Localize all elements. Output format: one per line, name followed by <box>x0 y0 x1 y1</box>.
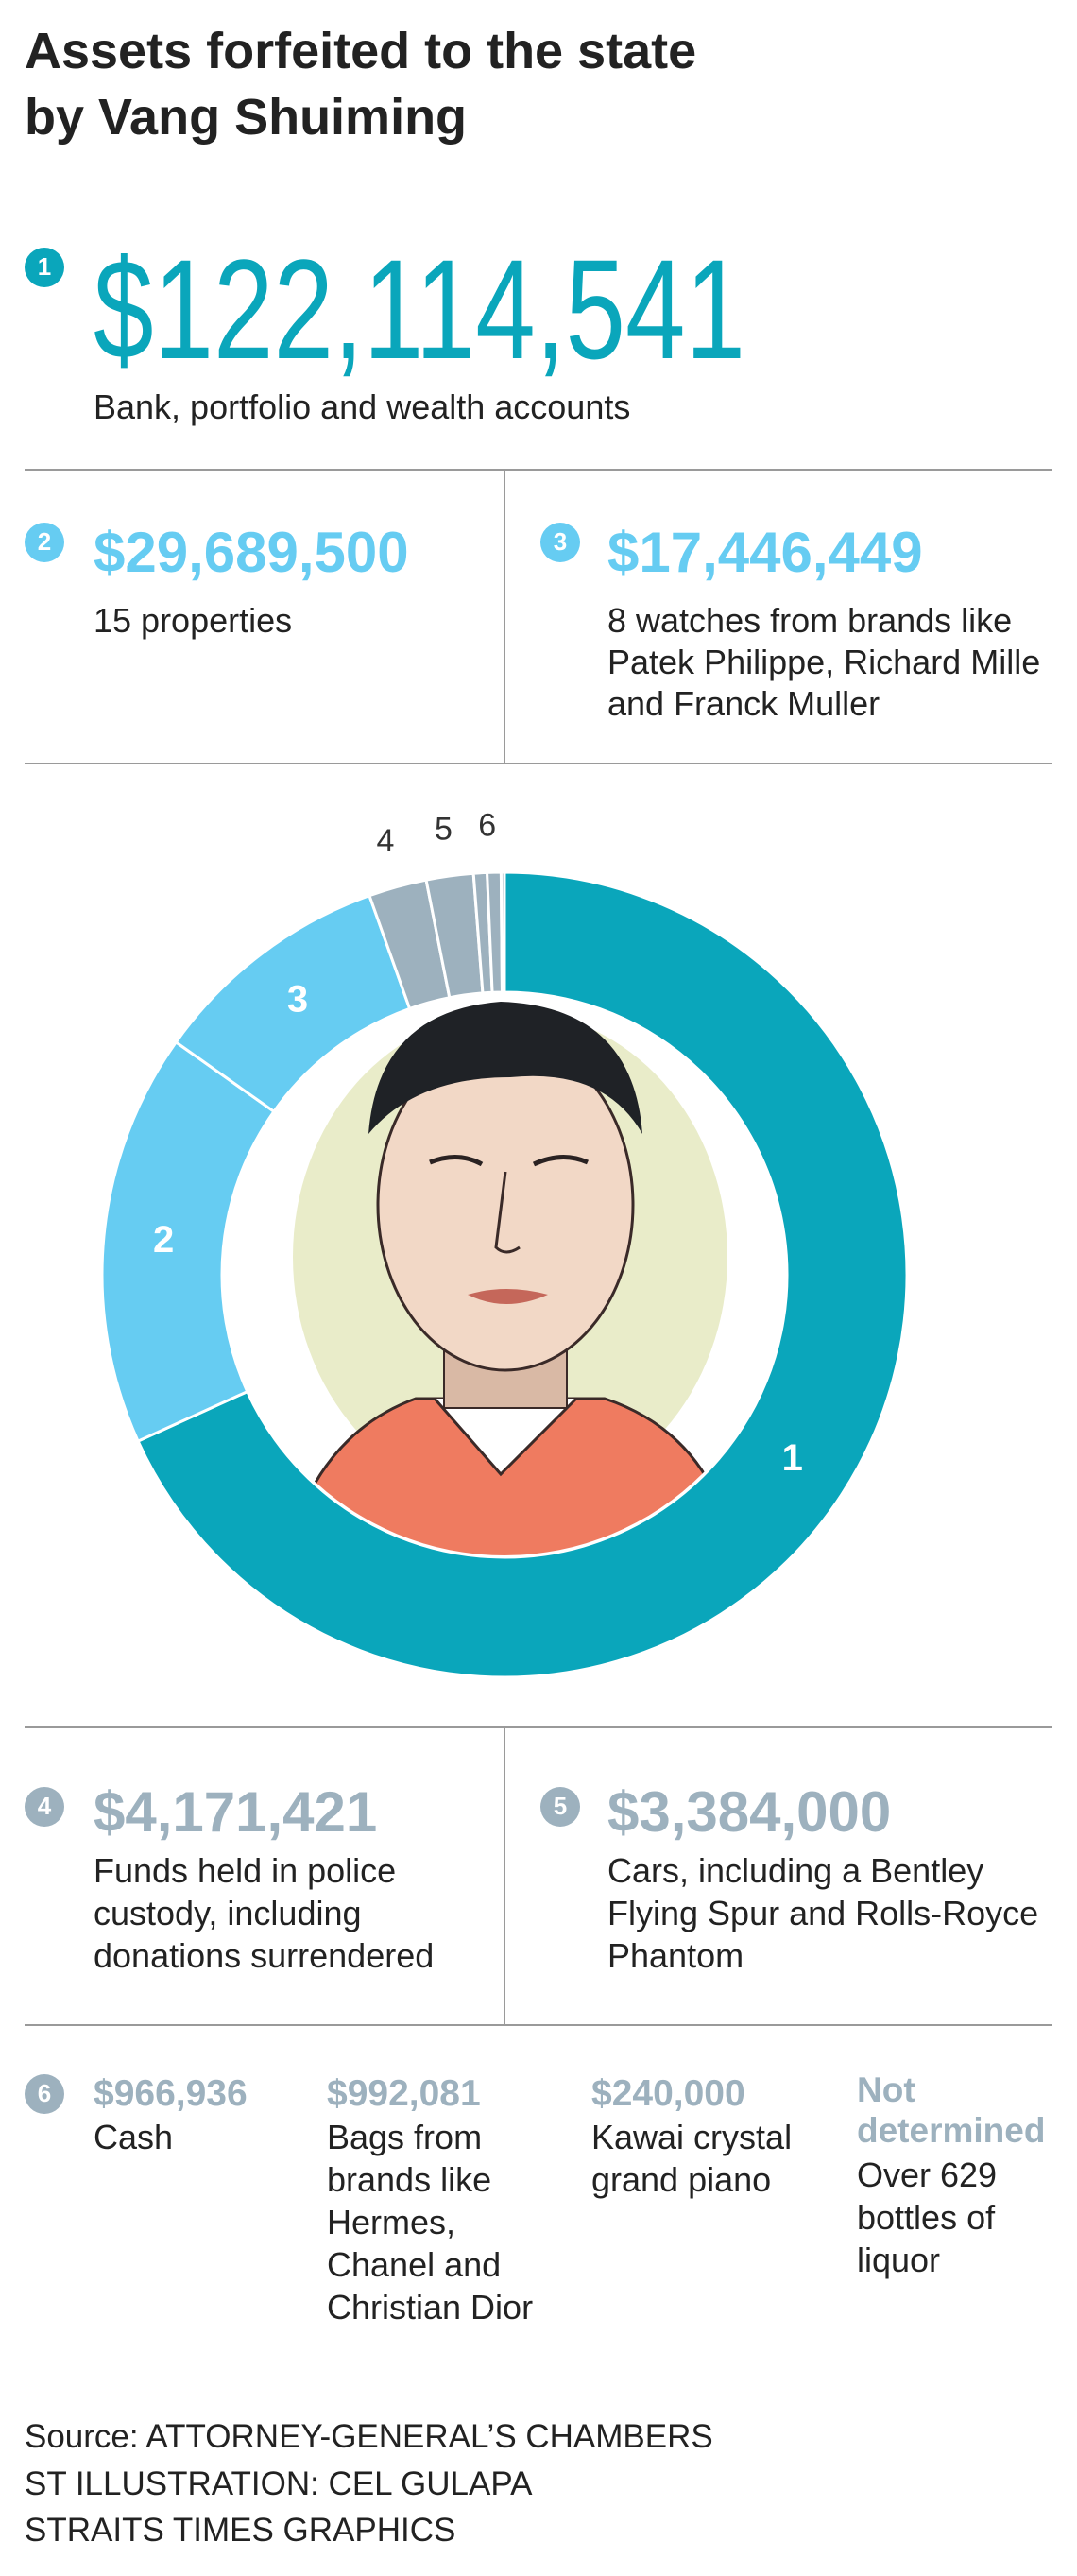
description-line: Bags from <box>327 2118 482 2156</box>
badge <box>25 248 64 287</box>
description-line: and Franck Muller <box>607 684 880 723</box>
description-line: 15 properties <box>94 601 292 640</box>
badge-number: 3 <box>554 527 567 556</box>
badge-number: 6 <box>38 2079 51 2107</box>
description-line: grand piano <box>591 2160 771 2199</box>
donut-label: 4 <box>376 823 394 859</box>
description-line: Christian Dior <box>327 2288 533 2327</box>
donut-label: 5 <box>435 811 453 847</box>
description-line: Over 629 <box>857 2155 997 2194</box>
value-label: $29,689,500 <box>94 521 409 584</box>
eyes <box>429 1155 590 1167</box>
donut-label: 1 <box>782 1437 803 1479</box>
description-line: Kawai crystal <box>591 2118 792 2156</box>
description-line: brands like <box>327 2160 491 2199</box>
badge-number: 2 <box>38 527 51 556</box>
mouth <box>468 1289 548 1304</box>
hair <box>368 1002 642 1134</box>
badge <box>25 523 64 562</box>
badge <box>25 1787 64 1827</box>
value-label: $17,446,449 <box>607 521 923 584</box>
value-label: $3,384,000 <box>607 1780 891 1844</box>
nose <box>494 1171 521 1254</box>
donut-label: 6 <box>478 807 496 843</box>
badge <box>540 523 580 562</box>
description-line: bottles of <box>857 2198 996 2237</box>
illustration <box>224 994 785 1555</box>
description-line: donations surrendered <box>94 1936 434 1975</box>
value-label: $122,114,541 <box>94 230 745 388</box>
description-line: 8 watches from brands like <box>607 601 1012 640</box>
value-label: $4,171,421 <box>94 1780 377 1844</box>
description-line: Hermes, <box>327 2203 455 2241</box>
description-line: custody, including <box>94 1894 362 1932</box>
value-label: $966,936 <box>94 2073 248 2114</box>
value-label: $992,081 <box>327 2073 481 2114</box>
badge <box>540 1787 580 1827</box>
donut-label: 3 <box>287 979 308 1021</box>
badge <box>25 2074 64 2114</box>
badge-number: 4 <box>38 1792 52 1820</box>
donut-segment <box>136 870 909 1679</box>
badge-number: 5 <box>554 1792 567 1820</box>
donut-segment <box>499 870 506 994</box>
source-line: STRAITS TIMES GRAPHICS <box>25 2512 455 2549</box>
source-line: Source: ATTORNEY-GENERAL’S CHAMBERS <box>25 2418 713 2455</box>
description-line: Chanel and <box>327 2245 501 2284</box>
donut-label: 2 <box>153 1219 174 1261</box>
description-line: Bank, portfolio and wealth accounts <box>94 387 630 426</box>
badge-number: 1 <box>38 252 51 281</box>
value-label: Not determined <box>857 2070 1046 2150</box>
value-label-box: Not determined <box>857 2070 1046 2150</box>
description-line: Phantom <box>607 1936 744 1975</box>
title-line: Assets forfeited to the state <box>25 23 696 79</box>
title-line: by Vang Shuiming <box>25 89 467 146</box>
description-line: Patek Philippe, Richard Mille <box>607 643 1040 681</box>
collar <box>433 1397 578 1477</box>
description-line: Flying Spur and Rolls-Royce <box>607 1894 1038 1932</box>
description-line: Cash <box>94 2118 173 2156</box>
description-line: Funds held in police <box>94 1851 396 1890</box>
description-line: liquor <box>857 2241 940 2279</box>
description-line: Cars, including a Bentley <box>607 1851 983 1890</box>
value-label: $240,000 <box>591 2073 745 2114</box>
source-line: ST ILLUSTRATION: CEL GULAPA <box>25 2465 533 2502</box>
